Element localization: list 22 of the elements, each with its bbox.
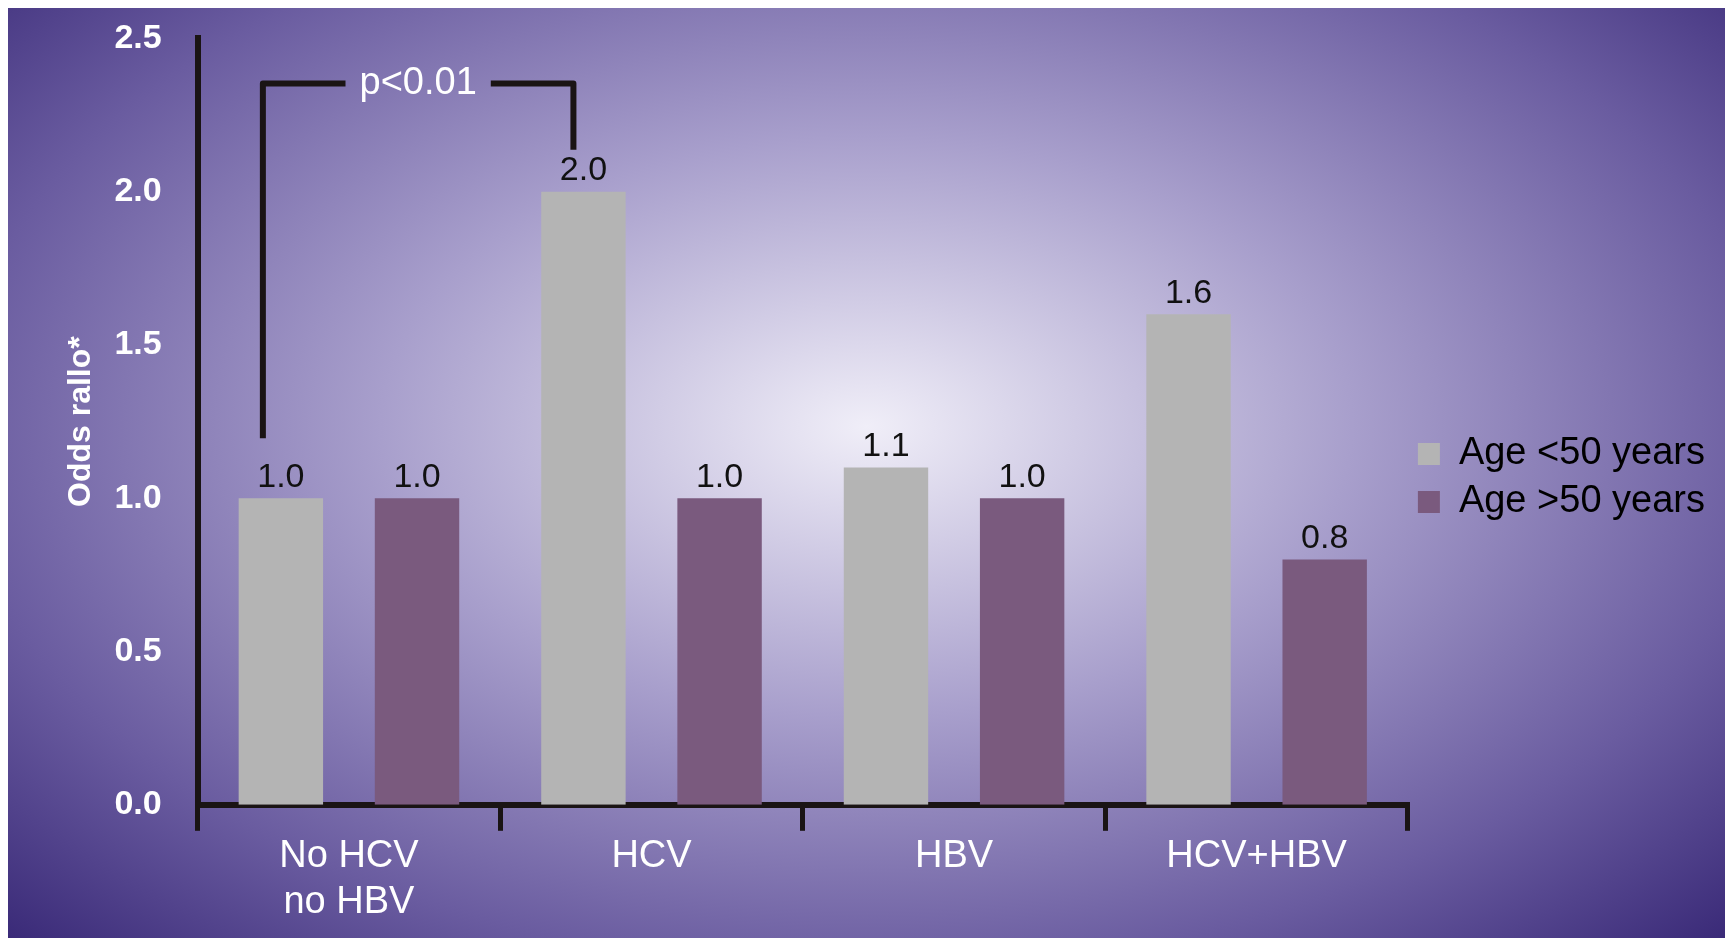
x-tick-label: HBV bbox=[914, 833, 994, 876]
legend-label: Age <50 years bbox=[1458, 430, 1705, 473]
y-axis-title: Odds rallo* bbox=[61, 335, 98, 507]
data-label: 0.8 bbox=[1301, 516, 1349, 555]
data-label: 1.1 bbox=[862, 424, 910, 463]
y-tick-label: 0.5 bbox=[114, 629, 162, 668]
y-tick-label: 0.0 bbox=[114, 783, 162, 822]
legend-label: Age >50 years bbox=[1458, 478, 1705, 521]
annotation: p<0.01 bbox=[359, 59, 477, 102]
data-label: 1.0 bbox=[695, 455, 744, 494]
data-label: 1.0 bbox=[998, 455, 1046, 494]
data-label: 1.0 bbox=[257, 455, 305, 494]
x-tick-label: HCV bbox=[611, 833, 693, 876]
data-label: 2.0 bbox=[559, 149, 608, 188]
y-tick-label: 2.5 bbox=[114, 16, 162, 55]
y-tick-label: 2.0 bbox=[114, 170, 162, 209]
y-tick-label: 1.5 bbox=[114, 323, 162, 362]
x-tick-label: No HCV no HBV bbox=[279, 833, 420, 921]
x-tick-label: HCV+HBV bbox=[1166, 833, 1348, 876]
data-label: 1.6 bbox=[1164, 271, 1213, 310]
y-tick-label: 1.0 bbox=[114, 476, 162, 515]
data-label: 1.0 bbox=[393, 455, 441, 494]
